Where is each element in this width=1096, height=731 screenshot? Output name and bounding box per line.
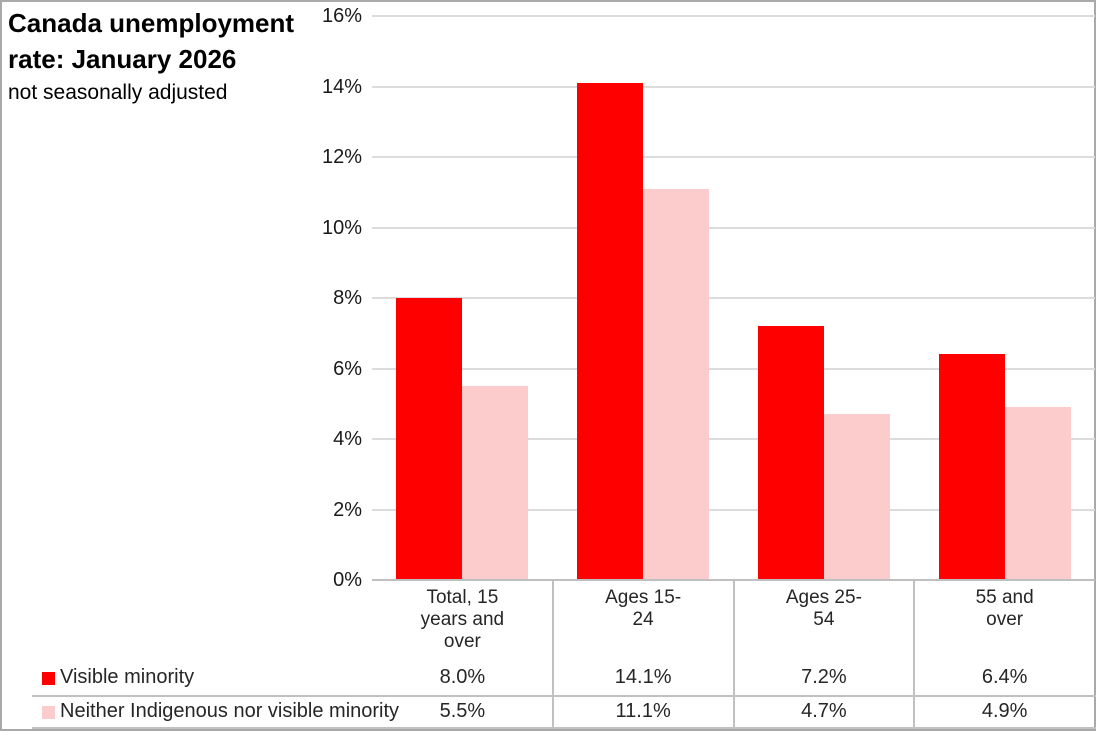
table-column-divider (732, 580, 735, 729)
table-value-series1-cat1: 11.1% (615, 700, 671, 722)
y-axis-tick-label: 16% (321, 5, 362, 27)
table-column-divider (551, 580, 554, 729)
category-label: Ages 25- 54 (785, 587, 862, 630)
table-row-divider (32, 695, 1096, 697)
legend-key-series0 (42, 672, 55, 685)
gridline-10% (372, 226, 1095, 229)
table-value-series0-cat1: 14.1% (614, 666, 672, 688)
bar-series0-cat1 (577, 82, 644, 580)
bar-series1-cat1 (643, 188, 710, 580)
table-row-divider (32, 727, 1096, 729)
chart-title-block: Canada unemployment rate: January 2026 n… (8, 5, 310, 106)
bar-series0-cat0 (396, 298, 463, 580)
gridline-12% (372, 156, 1095, 158)
y-axis-tick-label: 14% (321, 75, 362, 98)
gridline-2% (372, 508, 1095, 511)
category-label: 55 and over (975, 587, 1034, 630)
y-axis-tick-label: 0% (333, 569, 362, 591)
legend-label-series0: Visible minority (60, 666, 195, 688)
legend-label-series1: Neither Indigenous nor visible minority (60, 700, 400, 722)
table-value-series1-cat2: 4.7% (801, 700, 847, 722)
bar-series1-cat0 (462, 386, 529, 580)
table-value-series0-cat3: 6.4% (981, 666, 1028, 688)
table-value-series0-cat2: 7.2% (801, 666, 847, 688)
category-label: Total, 15 years and over (420, 587, 505, 652)
y-axis-tick-label: 8% (333, 287, 362, 309)
y-axis-tick-label: 2% (333, 498, 362, 521)
chart-title: Canada unemployment rate: January 2026 (8, 8, 295, 74)
gridline-14% (372, 85, 1095, 88)
table-value-series1-cat3: 4.9% (981, 700, 1028, 722)
bar-series1-cat2 (823, 414, 890, 580)
table-value-series1-cat0: 5.5% (439, 700, 486, 722)
gridline-6% (372, 367, 1095, 370)
bar-series0-cat3 (938, 354, 1005, 580)
y-axis-tick-label: 4% (333, 428, 362, 450)
legend-key-series1 (42, 706, 55, 719)
y-axis-tick-label: 10% (321, 216, 362, 239)
gridline-4% (372, 438, 1095, 440)
bar-series1-cat3 (1004, 407, 1071, 580)
gridline-8% (372, 297, 1095, 299)
category-label: Ages 15- 24 (605, 587, 682, 630)
table-value-series0-cat0: 8.0% (439, 666, 486, 688)
y-axis-tick-label: 6% (333, 357, 362, 380)
y-axis-tick-label: 12% (321, 146, 362, 168)
bar-series0-cat2 (757, 326, 824, 580)
chart-subtitle: not seasonally adjusted (8, 81, 228, 104)
table-column-divider (913, 580, 916, 729)
gridline-16% (372, 15, 1095, 17)
